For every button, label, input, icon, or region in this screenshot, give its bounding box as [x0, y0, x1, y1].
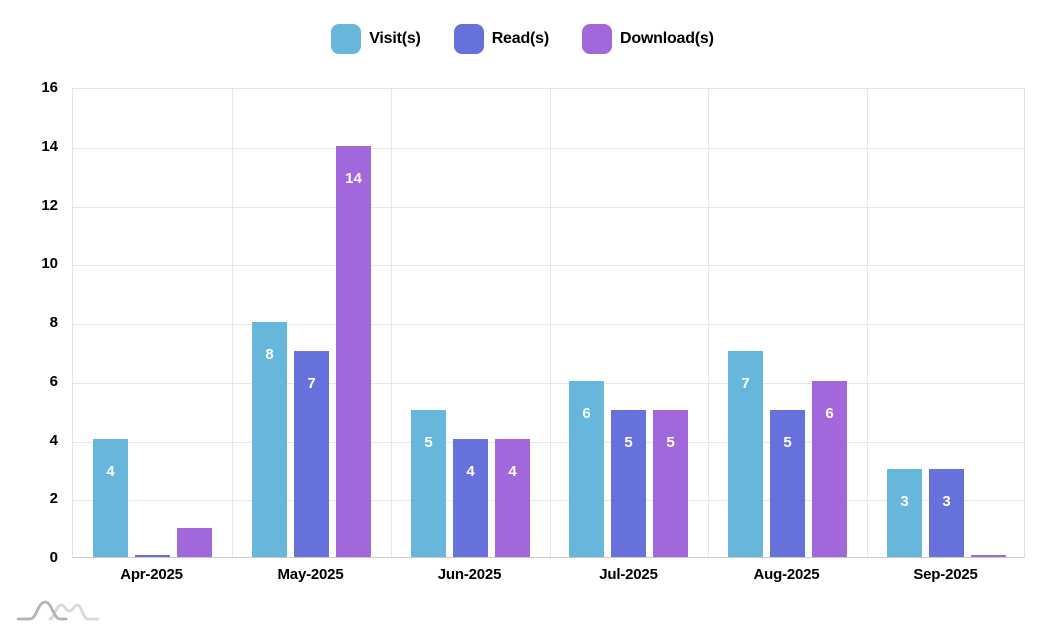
amcharts-logo[interactable]	[16, 595, 100, 627]
bar-visit-s-jun-2025[interactable]: 5	[411, 410, 446, 557]
x-axis-label-aug-2025: Aug-2025	[753, 566, 820, 583]
bar-value-label: 4	[106, 463, 115, 480]
legend-swatch-visit-s	[331, 24, 362, 54]
bar-value-label: 3	[900, 493, 909, 510]
y-axis-tick-label: 16	[41, 79, 58, 96]
bar-read-s-may-2025[interactable]: 7	[294, 351, 329, 557]
amcharts-logo-dark-wave	[16, 600, 68, 621]
legend-label: Visit(s)	[369, 30, 421, 47]
gridline-horizontal	[73, 207, 1024, 208]
bar-download-s-jun-2025[interactable]: 4	[495, 439, 530, 557]
bar-read-s-jul-2025[interactable]: 5	[611, 410, 646, 557]
gridline-vertical	[391, 89, 392, 557]
bar-download-s-may-2025[interactable]: 14	[336, 146, 371, 557]
bar-visit-s-apr-2025[interactable]: 4	[93, 439, 128, 557]
gridline-vertical	[867, 89, 868, 557]
plot-area: 4 8 7 14 5 4 4 6 5 5 7 5 6 3 3	[72, 88, 1025, 558]
y-axis-tick-label: 10	[41, 255, 58, 272]
legend-label: Read(s)	[491, 30, 549, 47]
bar-value-label: 6	[582, 405, 591, 422]
y-axis-tick-label: 6	[49, 373, 58, 390]
bar-value-label: 8	[265, 346, 274, 363]
bar-value-label: 4	[466, 463, 475, 480]
bar-download-s-aug-2025[interactable]: 6	[812, 381, 847, 557]
gridline-vertical	[232, 89, 233, 557]
legend-swatch-download-s	[581, 24, 612, 54]
y-axis-tick-label: 0	[49, 549, 58, 566]
bar-download-s-jul-2025[interactable]: 5	[653, 410, 688, 557]
gridline-vertical	[550, 89, 551, 557]
bar-download-s-sep-2025[interactable]	[971, 555, 1006, 557]
x-axis-label-jul-2025: Jul-2025	[599, 566, 658, 583]
amcharts-logo-light-wave	[48, 603, 100, 621]
bar-visit-s-sep-2025[interactable]: 3	[887, 469, 922, 557]
gridline-horizontal	[73, 442, 1024, 443]
bar-value-label: 7	[741, 375, 750, 392]
bar-read-s-aug-2025[interactable]: 5	[770, 410, 805, 557]
x-axis-label-may-2025: May-2025	[277, 566, 344, 583]
y-axis-tick-label: 8	[49, 314, 58, 331]
x-axis-label-apr-2025: Apr-2025	[120, 566, 183, 583]
gridline-vertical	[708, 89, 709, 557]
bar-visit-s-jul-2025[interactable]: 6	[569, 381, 604, 557]
gridline-horizontal	[73, 383, 1024, 384]
bar-visit-s-may-2025[interactable]: 8	[252, 322, 287, 557]
chart-legend: Visit(s) Read(s) Download(s)	[0, 24, 1045, 54]
bar-value-label: 5	[783, 434, 792, 451]
bar-value-label: 3	[942, 493, 951, 510]
legend-item-read-s[interactable]: Read(s)	[453, 24, 549, 54]
bar-value-label: 5	[424, 434, 433, 451]
gridline-horizontal	[73, 148, 1024, 149]
bar-value-label: 7	[307, 375, 316, 392]
y-axis-tick-label: 4	[49, 432, 58, 449]
gridline-horizontal	[73, 265, 1024, 266]
gridline-horizontal	[73, 324, 1024, 325]
legend-item-visit-s[interactable]: Visit(s)	[331, 24, 421, 54]
legend-item-download-s[interactable]: Download(s)	[581, 24, 714, 54]
bar-value-label: 5	[624, 434, 633, 451]
bar-value-label: 14	[345, 170, 362, 187]
bar-visit-s-aug-2025[interactable]: 7	[728, 351, 763, 557]
y-axis-tick-label: 12	[41, 197, 58, 214]
bar-value-label: 4	[508, 463, 517, 480]
bar-read-s-jun-2025[interactable]: 4	[453, 439, 488, 557]
bar-value-label: 6	[825, 405, 834, 422]
y-axis-tick-label: 14	[41, 138, 58, 155]
bar-value-label: 5	[666, 434, 675, 451]
bar-read-s-apr-2025[interactable]	[135, 555, 170, 557]
gridline-horizontal	[73, 500, 1024, 501]
legend-swatch-read-s	[453, 24, 484, 54]
bar-download-s-apr-2025[interactable]	[177, 528, 212, 557]
y-axis-tick-label: 2	[49, 490, 58, 507]
x-axis-label-sep-2025: Sep-2025	[913, 566, 978, 583]
legend-label: Download(s)	[619, 30, 714, 47]
bar-read-s-sep-2025[interactable]: 3	[929, 469, 964, 557]
x-axis-label-jun-2025: Jun-2025	[437, 566, 502, 583]
